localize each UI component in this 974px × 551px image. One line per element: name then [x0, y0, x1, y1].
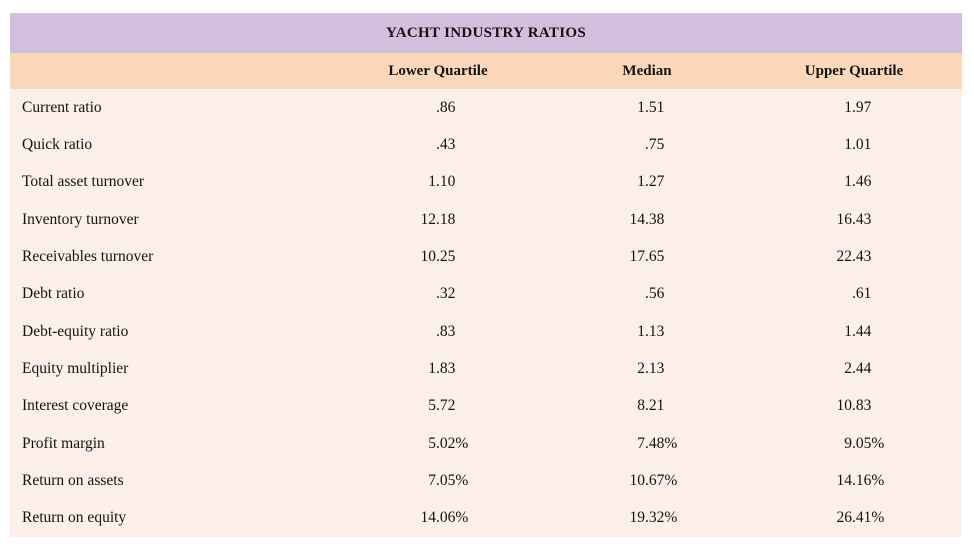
- row-value: .32: [436, 285, 456, 303]
- row-label: Interest coverage: [22, 397, 129, 415]
- row-value: 14.06%: [420, 509, 469, 527]
- row-value: 7.05%: [428, 471, 469, 489]
- table-row: Return on assets 7.05% 10.67% 14.16%: [10, 462, 962, 499]
- table-title-bar: YACHT INDUSTRY RATIOS: [10, 13, 962, 53]
- column-header-upper-quartile: Upper Quartile: [804, 62, 904, 79]
- table-row: Total asset turnover 1.10 1.27 1.46: [10, 164, 962, 201]
- row-value: 9.05%: [844, 434, 885, 452]
- row-label: Total asset turnover: [22, 173, 145, 191]
- column-header-lower-quartile: Lower Quartile: [388, 62, 488, 79]
- row-label: Quick ratio: [22, 135, 93, 153]
- row-value: 10.83: [836, 397, 872, 415]
- row-value: 1.51: [637, 98, 665, 116]
- row-value: 1.97: [844, 98, 872, 116]
- row-value: 26.41%: [836, 509, 885, 527]
- row-value: 7.48%: [637, 434, 678, 452]
- row-label: Inventory turnover: [22, 210, 139, 228]
- row-label: Debt ratio: [22, 285, 85, 303]
- table-row: Profit margin 5.02% 7.48% 9.05%: [10, 425, 962, 462]
- row-value: 16.43: [836, 210, 872, 228]
- row-label: Profit margin: [22, 434, 105, 452]
- table-row: Inventory turnover 12.18 14.38 16.43: [10, 201, 962, 238]
- row-value: 22.43: [836, 247, 872, 265]
- row-value: 1.01: [844, 135, 872, 153]
- row-value: 8.21: [637, 397, 665, 415]
- row-value: 10.25: [420, 247, 456, 265]
- row-label: Receivables turnover: [22, 247, 154, 265]
- table-row: Quick ratio .43 .75 1.01: [10, 126, 962, 163]
- row-value: 2.44: [844, 359, 872, 377]
- row-value: .75: [645, 135, 665, 153]
- row-value: .43: [436, 135, 456, 153]
- row-value: 14.38: [629, 210, 665, 228]
- table-body: Current ratio .86 1.51 1.97 Quick ratio .43 .7…: [10, 89, 962, 537]
- yacht-industry-ratios-table: YACHT INDUSTRY RATIOS Lower Quartile Med…: [10, 13, 962, 537]
- column-header-median: Median: [622, 62, 672, 79]
- table-row: Return on equity 14.06% 19.32% 26.41%: [10, 500, 962, 537]
- row-value: 5.72: [428, 397, 456, 415]
- row-value: 5.02%: [428, 434, 469, 452]
- row-value: 2.13: [637, 359, 665, 377]
- row-value: 12.18: [420, 210, 456, 228]
- row-value: .61: [852, 285, 872, 303]
- table-header-row: Lower Quartile Median Upper Quartile: [10, 53, 962, 89]
- table-row: Interest coverage 5.72 8.21 10.83: [10, 388, 962, 425]
- row-value: 1.13: [637, 322, 665, 340]
- row-label: Current ratio: [22, 98, 102, 116]
- row-value: 14.16%: [836, 471, 885, 489]
- row-value: 1.46: [844, 173, 872, 191]
- row-value: 1.27: [637, 173, 665, 191]
- table-title: YACHT INDUSTRY RATIOS: [386, 24, 586, 41]
- row-value: 19.32%: [629, 509, 678, 527]
- table-row: Current ratio .86 1.51 1.97: [10, 89, 962, 126]
- table-row: Debt ratio .32 .56 .61: [10, 276, 962, 313]
- row-value: 1.44: [844, 322, 872, 340]
- row-label: Equity multiplier: [22, 359, 129, 377]
- row-value: 1.83: [428, 359, 456, 377]
- row-label: Debt-equity ratio: [22, 322, 129, 340]
- row-value: .56: [645, 285, 665, 303]
- table-row: Equity multiplier 1.83 2.13 2.44: [10, 350, 962, 387]
- row-value: .83: [436, 322, 456, 340]
- table-row: Receivables turnover 10.25 17.65 22.43: [10, 238, 962, 275]
- table-row: Debt-equity ratio .83 1.13 1.44: [10, 313, 962, 350]
- row-value: 10.67%: [629, 471, 678, 489]
- row-label: Return on equity: [22, 509, 127, 527]
- row-value: 1.10: [428, 173, 456, 191]
- row-label: Return on assets: [22, 471, 124, 489]
- row-value: .86: [436, 98, 456, 116]
- row-value: 17.65: [629, 247, 665, 265]
